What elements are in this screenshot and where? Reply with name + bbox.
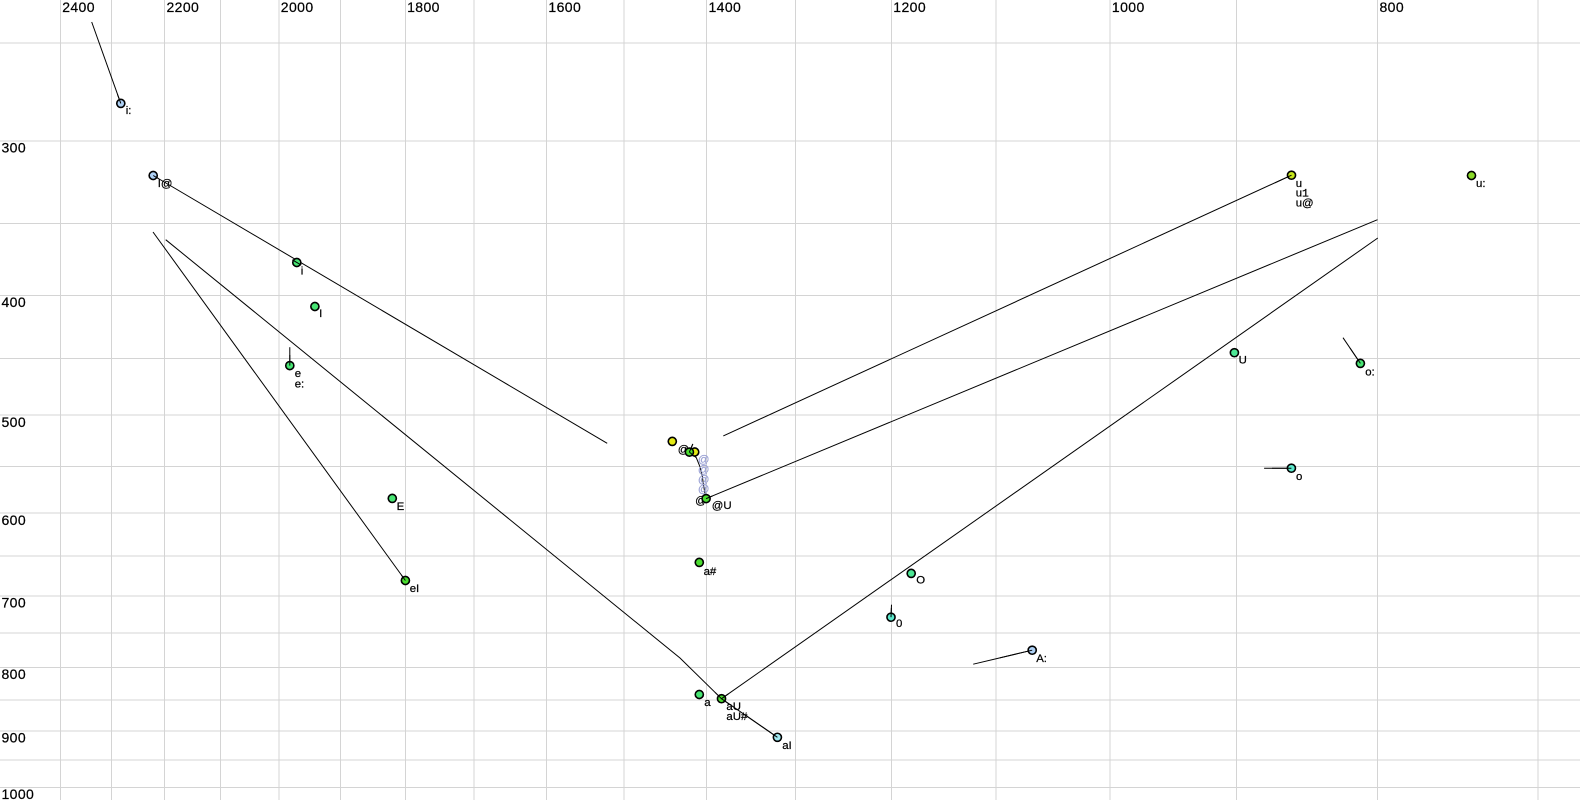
svg-text:@U: @U bbox=[712, 500, 732, 512]
svg-text:700: 700 bbox=[2, 595, 27, 611]
svg-text:u:: u: bbox=[1476, 178, 1486, 190]
svg-text:1600: 1600 bbox=[548, 0, 581, 15]
svg-text:o: o bbox=[1296, 471, 1302, 483]
svg-text:1000: 1000 bbox=[1112, 0, 1145, 15]
svg-text:I: I bbox=[319, 308, 322, 320]
svg-text:e: e bbox=[295, 368, 301, 380]
svg-text:2000: 2000 bbox=[281, 0, 314, 15]
svg-text:aU#: aU# bbox=[726, 711, 748, 723]
svg-text:e:: e: bbox=[295, 379, 305, 391]
svg-text:@: @ bbox=[698, 454, 710, 466]
svg-text:o:: o: bbox=[1365, 367, 1375, 379]
svg-text:@: @ bbox=[698, 464, 710, 476]
svg-text:aI: aI bbox=[782, 740, 792, 752]
svg-text:i:: i: bbox=[126, 105, 132, 117]
svg-text:300: 300 bbox=[2, 140, 27, 156]
svg-text:eI: eI bbox=[410, 583, 420, 595]
svg-text:A:: A: bbox=[1036, 653, 1047, 665]
svg-text:600: 600 bbox=[2, 512, 27, 528]
svg-text:@: @ bbox=[695, 495, 707, 507]
svg-text:O: O bbox=[916, 575, 925, 587]
svg-text:U: U bbox=[1239, 355, 1247, 367]
svg-text:1400: 1400 bbox=[709, 0, 742, 15]
svg-text:500: 500 bbox=[2, 414, 27, 430]
svg-text:@: @ bbox=[678, 444, 690, 456]
svg-text:900: 900 bbox=[2, 730, 27, 746]
svg-text:2400: 2400 bbox=[62, 0, 95, 15]
svg-text:2200: 2200 bbox=[167, 0, 200, 15]
svg-text:800: 800 bbox=[2, 666, 27, 682]
svg-text:I@: I@ bbox=[158, 178, 173, 190]
svg-text:1200: 1200 bbox=[893, 0, 926, 15]
svg-text:u: u bbox=[1296, 178, 1302, 190]
svg-text:@: @ bbox=[698, 484, 710, 496]
svg-text:1000: 1000 bbox=[2, 786, 35, 800]
svg-text:400: 400 bbox=[2, 294, 27, 310]
svg-text:a#: a# bbox=[704, 566, 717, 578]
svg-text:@: @ bbox=[698, 474, 710, 486]
svg-text:a: a bbox=[704, 697, 711, 709]
svg-text:u1: u1 bbox=[1296, 188, 1309, 201]
svg-text:aU: aU bbox=[726, 701, 741, 713]
svg-text:800: 800 bbox=[1380, 0, 1405, 15]
svg-text:u@: u@ bbox=[1296, 197, 1314, 209]
svg-text:0: 0 bbox=[896, 618, 902, 630]
svg-text:i: i bbox=[301, 266, 304, 278]
svg-text:1800: 1800 bbox=[407, 0, 440, 15]
svg-text:E: E bbox=[397, 501, 405, 513]
